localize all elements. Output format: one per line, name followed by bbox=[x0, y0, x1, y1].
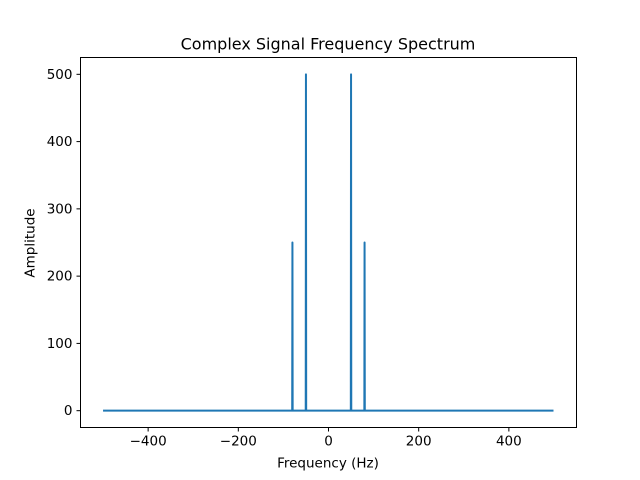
x-tick-label-1: −200 bbox=[220, 434, 257, 450]
y-tick-label-2: 200 bbox=[47, 269, 73, 285]
y-axis-label: Amplitude bbox=[23, 208, 39, 277]
plot-layer bbox=[103, 73, 554, 412]
x-axis-label: Frequency (Hz) bbox=[277, 456, 379, 472]
x-tick-label-4: 400 bbox=[496, 434, 522, 450]
chart-title: Complex Signal Frequency Spectrum bbox=[181, 35, 476, 54]
y-tick-label-0: 0 bbox=[64, 403, 73, 419]
y-tick-label-5: 500 bbox=[47, 67, 73, 83]
x-tick-label-2: 0 bbox=[324, 434, 333, 450]
series-line-0 bbox=[103, 73, 554, 412]
plot-frame bbox=[80, 57, 577, 428]
x-tick-label-0: −400 bbox=[130, 434, 167, 450]
y-tick-label-1: 100 bbox=[47, 336, 73, 352]
y-tick-label-4: 400 bbox=[47, 134, 73, 150]
tick-layer: −400 −200 0 200 400 0 100 200 300 400 500 bbox=[47, 67, 522, 450]
y-tick-label-3: 300 bbox=[47, 201, 73, 217]
x-tick-label-3: 200 bbox=[406, 434, 432, 450]
